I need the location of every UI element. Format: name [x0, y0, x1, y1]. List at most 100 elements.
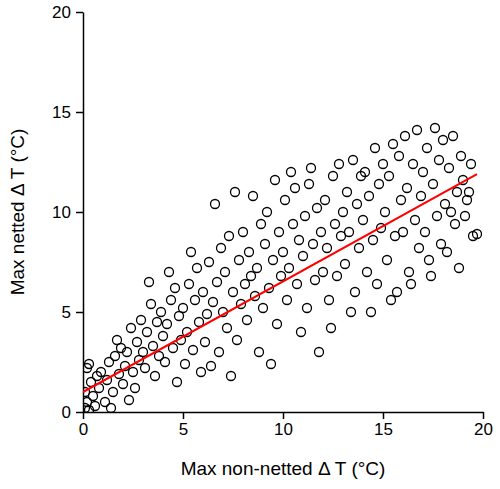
point [297, 328, 306, 337]
point [465, 188, 474, 197]
point [341, 260, 350, 269]
point [455, 264, 464, 273]
tick-label: 10 [52, 203, 71, 222]
point [449, 132, 458, 141]
point [379, 160, 388, 169]
point [359, 216, 368, 225]
point [267, 360, 276, 369]
point [433, 212, 442, 221]
point [245, 248, 254, 257]
point [383, 256, 392, 265]
point [113, 336, 122, 345]
tick: 15 [374, 412, 393, 439]
point [233, 336, 242, 345]
point [215, 348, 224, 357]
point [439, 136, 448, 145]
point [199, 288, 208, 297]
point [393, 288, 402, 297]
point [143, 328, 152, 337]
tick-mark [76, 312, 83, 314]
point [181, 360, 190, 369]
point [365, 192, 374, 201]
tick-mark [283, 412, 285, 419]
point [211, 200, 220, 209]
point [151, 372, 160, 381]
point [421, 228, 430, 237]
point [89, 392, 98, 401]
point [249, 192, 258, 201]
tick-mark [76, 12, 83, 14]
point [473, 230, 482, 239]
point [457, 152, 466, 161]
point [313, 204, 322, 213]
point [131, 384, 140, 393]
point [127, 324, 136, 333]
tick-mark [76, 212, 83, 214]
point [303, 304, 312, 313]
tick: 0 [79, 412, 88, 439]
tick-mark [183, 412, 185, 419]
point [231, 188, 240, 197]
point [145, 278, 154, 287]
point [235, 256, 244, 265]
point [207, 362, 216, 371]
point [203, 310, 212, 319]
tick-label: 20 [474, 420, 493, 439]
point [355, 244, 364, 253]
point [373, 280, 382, 289]
point [331, 220, 340, 229]
point [435, 156, 444, 165]
point [453, 188, 462, 197]
point [289, 220, 298, 229]
point [91, 402, 100, 411]
point [213, 278, 222, 287]
point [395, 152, 404, 161]
point [423, 144, 432, 153]
point [427, 272, 436, 281]
x-axis: 05101520 [79, 412, 493, 439]
point [375, 180, 384, 189]
point [171, 284, 180, 293]
point [85, 360, 94, 369]
points [83, 124, 482, 413]
point [405, 268, 414, 277]
point [397, 196, 406, 205]
point [209, 298, 218, 307]
point [305, 180, 314, 189]
point [159, 332, 168, 341]
point [353, 200, 362, 209]
point [189, 346, 198, 355]
point [409, 160, 418, 169]
point [321, 196, 330, 205]
point [241, 280, 250, 289]
point [179, 304, 188, 313]
tick: 20 [474, 412, 493, 439]
point [403, 184, 412, 193]
point [385, 172, 394, 181]
point [299, 252, 308, 261]
point [451, 220, 460, 229]
point [447, 208, 456, 217]
point [217, 244, 226, 253]
tick-label: 0 [62, 403, 71, 422]
tick: 20 [52, 3, 83, 22]
plot: 0510152005101520 [52, 3, 493, 439]
point [147, 300, 156, 309]
point [111, 352, 120, 361]
point [247, 272, 256, 281]
tick-mark [76, 112, 83, 114]
point [185, 280, 194, 289]
point [327, 324, 336, 333]
point [161, 358, 170, 367]
point [367, 308, 376, 317]
tick-mark [383, 412, 385, 419]
point [259, 304, 268, 313]
point [139, 348, 148, 357]
y-axis: 05101520 [52, 3, 83, 422]
point [253, 264, 262, 273]
point [371, 144, 380, 153]
point [417, 192, 426, 201]
tick-label: 20 [52, 3, 71, 22]
point [271, 176, 280, 185]
point [429, 180, 438, 189]
